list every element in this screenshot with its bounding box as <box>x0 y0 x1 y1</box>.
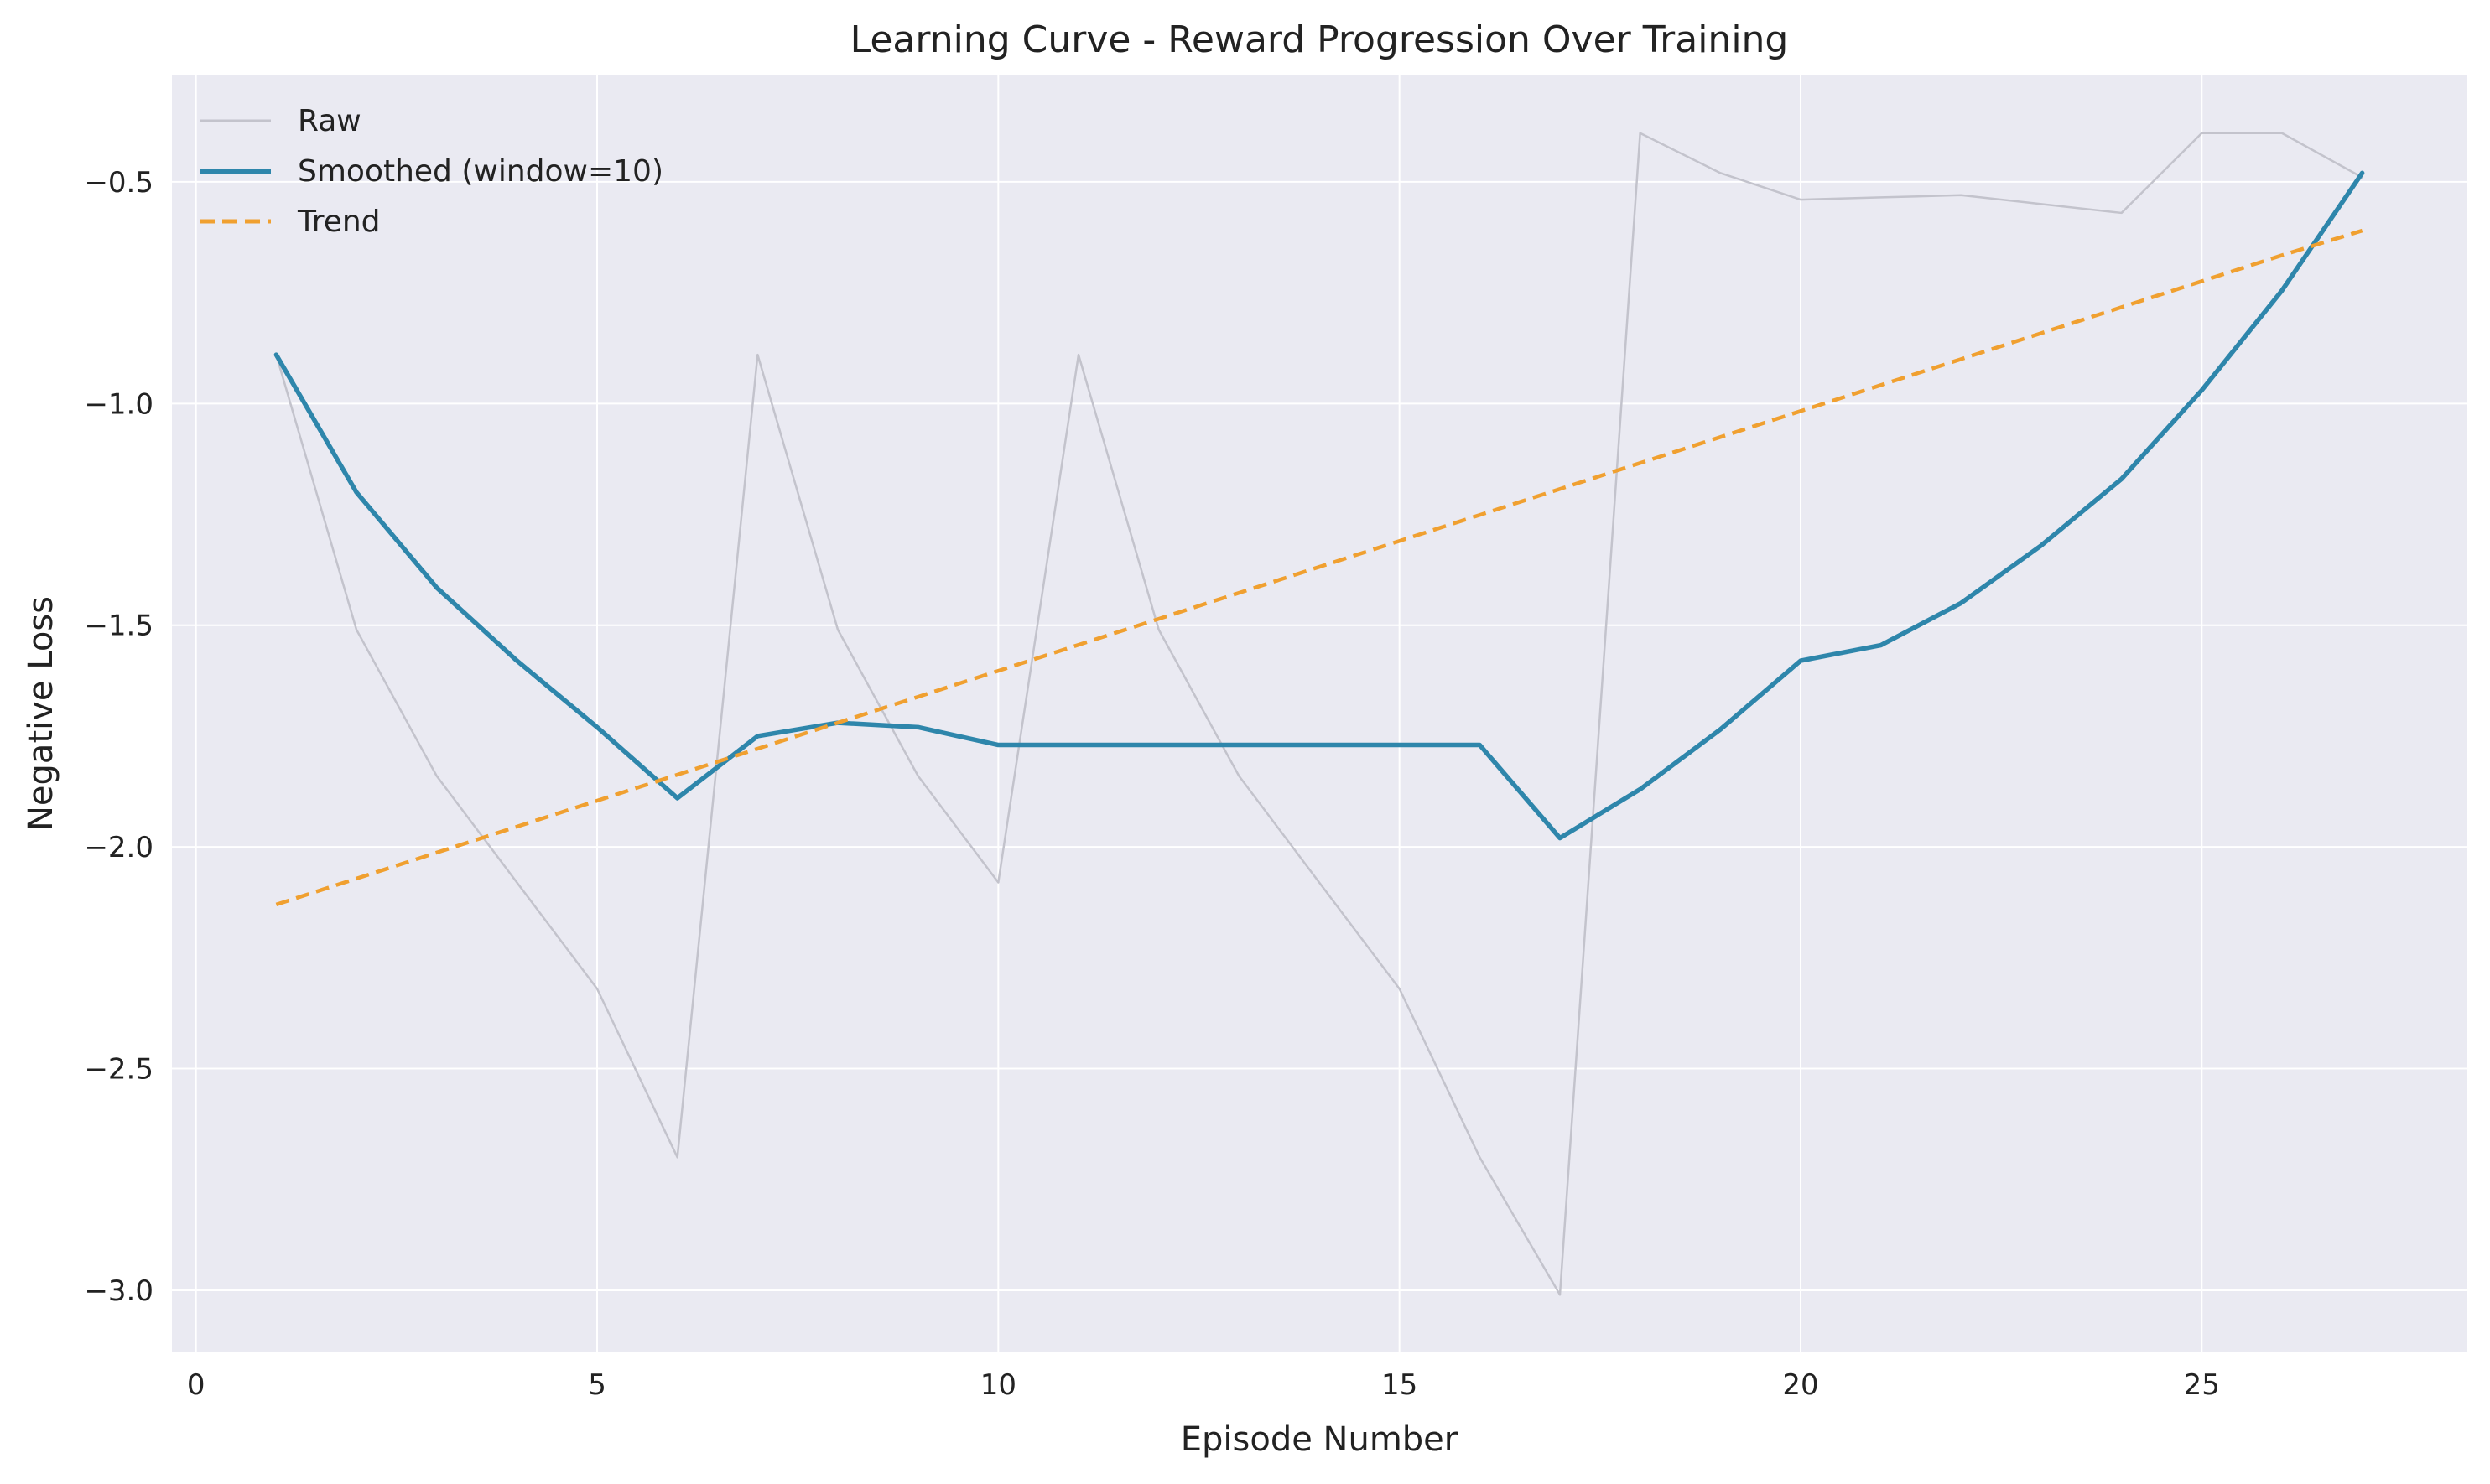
y-axis-label: Negative Loss <box>22 596 60 831</box>
y-tick-label: −1.0 <box>84 387 153 421</box>
y-tick-label: −2.5 <box>84 1053 153 1087</box>
x-tick-label: 0 <box>187 1368 205 1402</box>
tick-labels: 0 5 10 15 20 25 −3.0 −2.5 −2.0 −1.5 −1.0 −0.5 <box>84 166 2220 1402</box>
legend-label-trend: Trend <box>297 205 381 239</box>
y-tick-label: −0.5 <box>84 166 153 200</box>
plot-background <box>172 75 2467 1352</box>
x-tick-label: 20 <box>1782 1368 1818 1402</box>
x-tick-label: 5 <box>588 1368 606 1402</box>
legend-label-smoothed: Smoothed (window=10) <box>298 154 663 189</box>
y-tick-label: −2.0 <box>84 831 153 864</box>
x-tick-label: 25 <box>2184 1368 2220 1402</box>
series-line-smoothed <box>273 170 2365 841</box>
series-line-raw <box>275 132 2363 1296</box>
y-tick-label: −1.5 <box>84 610 153 643</box>
chart-title: Learning Curve - Reward Progression Over… <box>850 18 1789 61</box>
series-lines <box>273 132 2365 1296</box>
x-axis-label: Episode Number <box>1181 1420 1458 1459</box>
legend-label-raw: Raw <box>298 104 361 138</box>
x-tick-label: 15 <box>1381 1368 1417 1402</box>
series-line-trend <box>275 228 2363 907</box>
legend: Raw Smoothed (window=10) Trend <box>200 104 663 239</box>
x-tick-label: 10 <box>980 1368 1016 1402</box>
y-tick-label: −3.0 <box>84 1274 153 1308</box>
grid <box>172 75 2467 1352</box>
